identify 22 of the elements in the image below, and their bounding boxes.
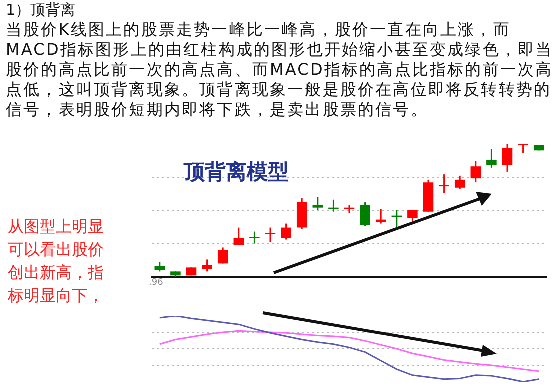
candlestick bbox=[202, 258, 212, 272]
candlestick bbox=[360, 202, 370, 228]
text: .96 bbox=[149, 278, 164, 288]
candlestick bbox=[502, 143, 513, 173]
candlestick bbox=[234, 227, 244, 246]
text: 从图型上明显可以看出股价创出新高，指标明显向下， bbox=[8, 216, 105, 307]
candlestick bbox=[312, 196, 324, 212]
candlestick bbox=[470, 160, 482, 184]
candlestick bbox=[376, 208, 386, 225]
candlestick bbox=[518, 143, 528, 154]
candlestick bbox=[218, 246, 228, 264]
chart-title: 1）顶背离 bbox=[6, 1, 76, 20]
chart-subtitle: 当股价K线图上的股票走势一峰比一峰高，股价一直在向上涨，而MACD指标图形上的由红柱构成的图形也开始缩小甚至变成绿色，即当股价的高点比前一次的高点高、而MACD指标的高点比指标的前一次高点低，这叫顶背离现象。顶背离现象一般是股价在高位即将反转转势的信号，表明股价短期内即将下跌，是卖出股票的信号。 bbox=[6, 20, 554, 120]
candlestick bbox=[250, 231, 260, 244]
candlestick bbox=[486, 148, 497, 169]
candlestick bbox=[265, 227, 276, 244]
candlestick bbox=[408, 210, 418, 224]
candlestick bbox=[154, 262, 166, 272]
annotation: 顶背离模型 bbox=[184, 158, 289, 186]
candlestick bbox=[454, 175, 466, 190]
candlestick bbox=[439, 174, 450, 194]
candlestick bbox=[281, 223, 292, 241]
